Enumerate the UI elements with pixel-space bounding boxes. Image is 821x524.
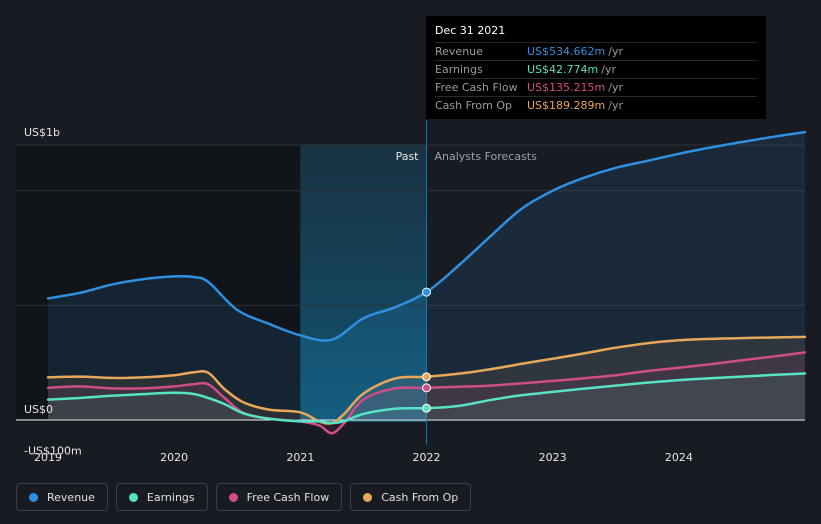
legend: Revenue Earnings Free Cash Flow Cash Fro… <box>16 483 472 511</box>
tooltip-unit: /yr <box>601 63 616 76</box>
x-tick-label: 2021 <box>286 451 314 464</box>
earnings-line <box>46 372 807 425</box>
x-tick-label: 2019 <box>34 451 62 464</box>
legend-label: Earnings <box>146 490 195 504</box>
y-label-negative: -US$100m <box>24 445 82 458</box>
legend-label: Free Cash Flow <box>246 490 330 504</box>
tooltip-label: Revenue <box>435 45 483 58</box>
tooltip-unit: /yr <box>608 99 623 112</box>
forecast-label: Analysts Forecasts <box>435 150 538 163</box>
tooltip-unit: /yr <box>608 45 623 58</box>
tooltip-label: Free Cash Flow <box>435 81 518 94</box>
y-label-zero: US$0 <box>24 403 53 416</box>
tooltip-row-fcf: Free Cash Flow US$135.215m /yr <box>435 78 757 96</box>
tooltip-value: US$189.289m <box>527 99 606 112</box>
legend-dot-icon <box>29 492 38 502</box>
x-tick-label: 2024 <box>665 451 693 464</box>
x-tick-label: 2020 <box>160 451 188 464</box>
tooltip: Dec 31 2021 Revenue US$534.662m /yr Earn… <box>426 16 766 119</box>
tooltip-value: US$135.215m <box>527 81 606 94</box>
legend-dot-icon <box>128 492 138 502</box>
cashop-marker <box>422 372 431 382</box>
legend-earnings[interactable]: Earnings <box>115 483 208 511</box>
legend-label: Cash From Op <box>381 490 459 504</box>
earnings-marker <box>422 403 431 413</box>
fcf-line <box>46 351 807 435</box>
y-label-top: US$1b <box>24 126 60 139</box>
legend-revenue[interactable]: Revenue <box>16 483 108 511</box>
tooltip-date: Dec 31 2021 <box>435 24 506 37</box>
x-tick-label: 2022 <box>413 451 441 464</box>
revenue-marker <box>422 287 431 297</box>
legend-dot-icon <box>363 492 373 502</box>
legend-label: Revenue <box>47 490 95 504</box>
tooltip-row-revenue: Revenue US$534.662m /yr <box>435 42 757 60</box>
legend-free-cash-flow[interactable]: Free Cash Flow <box>215 483 343 511</box>
tooltip-row-cashop: Cash From Op US$189.289m /yr <box>435 96 757 114</box>
tooltip-value: US$42.774m <box>527 63 599 76</box>
fcf-area <box>48 352 805 434</box>
tooltip-unit: /yr <box>608 81 623 94</box>
tooltip-label: Earnings <box>435 63 483 76</box>
legend-cash-from-op[interactable]: Cash From Op <box>350 483 472 511</box>
fcf-marker <box>422 383 431 393</box>
past-label: Past <box>396 150 420 163</box>
cashop-line <box>46 335 807 425</box>
past-highlight-band <box>300 145 427 422</box>
tooltip-value: US$534.662m <box>527 45 606 58</box>
revenue-line <box>46 130 807 342</box>
x-tick-label: 2023 <box>539 451 567 464</box>
tooltip-row-earnings: Earnings US$42.774m /yr <box>435 60 757 78</box>
legend-dot-icon <box>228 492 238 502</box>
tooltip-label: Cash From Op <box>435 99 513 112</box>
